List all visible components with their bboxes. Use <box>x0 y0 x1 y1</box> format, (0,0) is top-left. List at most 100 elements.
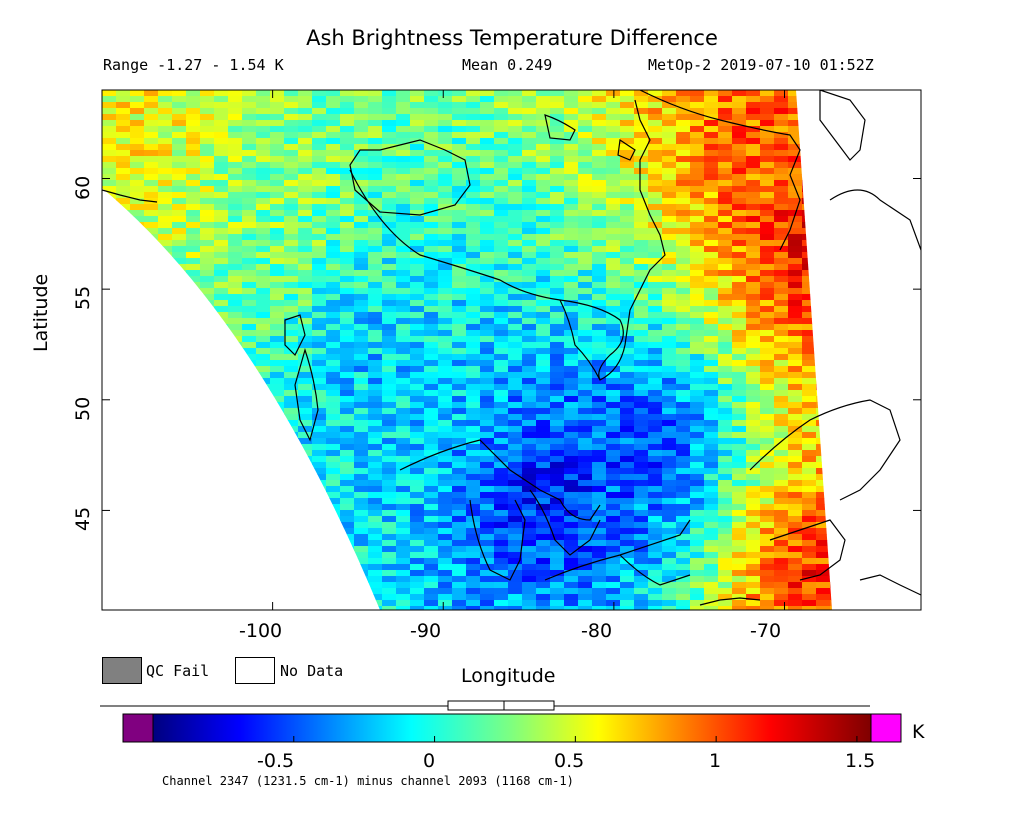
heatmap-cell <box>130 516 145 523</box>
heatmap-cell <box>704 102 719 109</box>
heatmap-cell <box>214 534 229 541</box>
heatmap-cell <box>900 540 915 547</box>
heatmap-cell <box>200 294 215 301</box>
heatmap-cell <box>746 528 761 535</box>
heatmap-cell <box>452 414 467 421</box>
heatmap-cell <box>774 522 789 529</box>
heatmap-cell <box>186 96 201 103</box>
heatmap-cell <box>228 222 243 229</box>
heatmap-cell <box>690 126 705 133</box>
heatmap-cell <box>900 426 915 433</box>
heatmap-cell <box>270 378 285 385</box>
heatmap-cell <box>620 342 635 349</box>
heatmap-cell <box>256 228 271 235</box>
heatmap-cell <box>844 450 859 457</box>
heatmap-cell <box>774 186 789 193</box>
heatmap-cell <box>340 516 355 523</box>
heatmap-cell <box>326 492 341 499</box>
heatmap-cell <box>676 252 691 259</box>
heatmap-cell <box>480 546 495 553</box>
heatmap-cell <box>508 132 523 139</box>
heatmap-cell <box>676 504 691 511</box>
heatmap-cell <box>144 582 159 589</box>
heatmap-cell <box>144 414 159 421</box>
heatmap-cell <box>606 588 621 595</box>
heatmap-cell <box>508 150 523 157</box>
heatmap-cell <box>732 300 747 307</box>
heatmap-cell <box>620 294 635 301</box>
heatmap-cell <box>718 528 733 535</box>
heatmap-cell <box>746 330 761 337</box>
heatmap-cell <box>522 474 537 481</box>
heatmap-cell <box>536 522 551 529</box>
heatmap-cell <box>494 438 509 445</box>
heatmap-cell <box>312 162 327 169</box>
heatmap-cell <box>592 474 607 481</box>
heatmap-cell <box>130 384 145 391</box>
heatmap-cell <box>662 300 677 307</box>
heatmap-cell <box>690 474 705 481</box>
heatmap-cell <box>760 252 775 259</box>
heatmap-cell <box>802 240 817 247</box>
heatmap-cell <box>690 222 705 229</box>
heatmap-cell <box>326 558 341 565</box>
heatmap-cell <box>102 102 117 109</box>
heatmap-cell <box>438 132 453 139</box>
heatmap-cell <box>900 252 915 259</box>
heatmap-cell <box>424 258 439 265</box>
heatmap-cell <box>130 252 145 259</box>
heatmap-cell <box>326 534 341 541</box>
heatmap-cell <box>298 552 313 559</box>
heatmap-cell <box>130 186 145 193</box>
heatmap-cell <box>634 576 649 583</box>
heatmap-cell <box>830 216 832 223</box>
heatmap-cell <box>116 540 131 547</box>
heatmap-cell <box>760 414 775 421</box>
heatmap-cell <box>410 372 425 379</box>
heatmap-cell <box>270 534 285 541</box>
heatmap-cell <box>564 582 579 589</box>
heatmap-cell <box>774 150 789 157</box>
heatmap-cell <box>830 150 832 157</box>
heatmap-cell <box>606 552 621 559</box>
heatmap-cell <box>522 258 537 265</box>
heatmap-cell <box>368 246 383 253</box>
heatmap-cell <box>186 546 201 553</box>
heatmap-cell <box>788 288 803 295</box>
heatmap-cell <box>340 120 355 127</box>
heatmap-cell <box>900 234 915 241</box>
heatmap-cell <box>298 504 313 511</box>
heatmap-cell <box>844 198 859 205</box>
heatmap-cell <box>396 414 411 421</box>
heatmap-cell <box>340 570 355 577</box>
heatmap-cell <box>130 114 145 121</box>
heatmap-cell <box>564 564 579 571</box>
heatmap-cell <box>438 288 453 295</box>
heatmap-cell <box>830 120 832 127</box>
heatmap-cell <box>256 588 271 595</box>
heatmap-cell <box>410 294 425 301</box>
heatmap-cell <box>396 342 411 349</box>
heatmap-cell <box>270 324 285 331</box>
heatmap-cell <box>186 540 201 547</box>
heatmap-cell <box>508 414 523 421</box>
heatmap-cell <box>200 276 215 283</box>
heatmap-cell <box>774 300 789 307</box>
heatmap-cell <box>760 546 775 553</box>
heatmap-cell <box>452 384 467 391</box>
heatmap-cell <box>844 180 859 187</box>
heatmap-cell <box>200 192 215 199</box>
heatmap-cell <box>200 306 215 313</box>
heatmap-cell <box>102 450 117 457</box>
heatmap-cell <box>508 444 523 451</box>
heatmap-cell <box>480 150 495 157</box>
heatmap-cell <box>158 114 173 121</box>
heatmap-cell <box>256 192 271 199</box>
heatmap-cell <box>340 582 355 589</box>
heatmap-cell <box>522 378 537 385</box>
heatmap-cell <box>704 348 719 355</box>
heatmap-cell <box>158 420 173 427</box>
heatmap-cell <box>410 336 425 343</box>
heatmap-cell <box>438 216 453 223</box>
heatmap-cell <box>424 114 439 121</box>
